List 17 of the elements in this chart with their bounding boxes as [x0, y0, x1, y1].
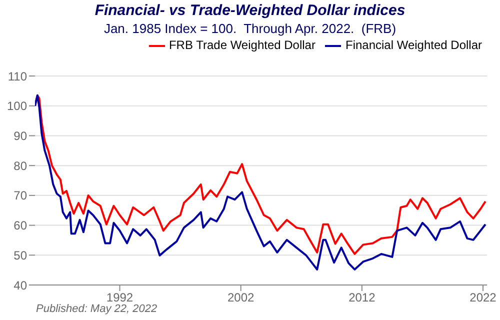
- y-tick-label: 110: [8, 69, 28, 84]
- x-tick-label: 1992: [106, 290, 134, 305]
- y-tick-label: 40: [14, 278, 28, 292]
- y-tick-label: 80: [14, 158, 28, 173]
- y-tick-label: 60: [14, 218, 28, 233]
- x-tick-label: 2002: [227, 290, 255, 305]
- y-tick-label: 70: [14, 188, 28, 203]
- chart-subtitle: Jan. 1985 Index = 100. Through Apr. 2022. (FRB): [102, 21, 398, 36]
- y-tick-label: 90: [14, 128, 28, 143]
- y-tick-label: 100: [6, 99, 28, 114]
- x-tick-label: 2022: [470, 290, 497, 305]
- chart-title: Financial- vs Trade-Weighted Dollar indices: [94, 2, 406, 19]
- x-tick-label: 2012: [348, 290, 376, 305]
- legend-label: Financial Weighted Dollar: [345, 38, 482, 52]
- y-tick-label: 50: [14, 248, 28, 262]
- text: Published: May 22, 2022: [36, 303, 158, 315]
- legend-label: FRB Trade Weighted Dollar: [168, 38, 316, 52]
